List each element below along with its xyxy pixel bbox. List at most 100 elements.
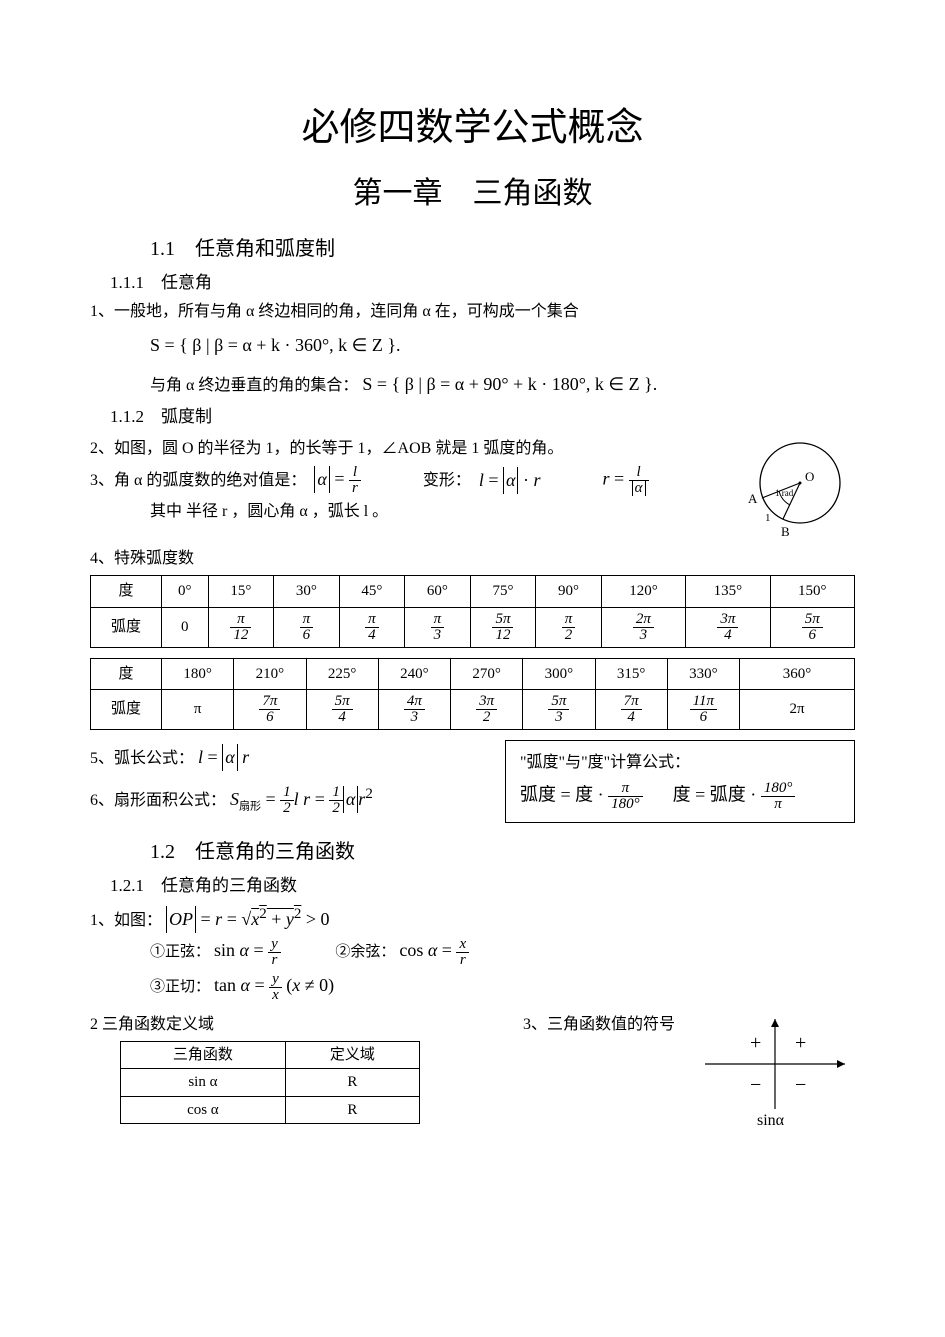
formula-set-1-math: S = { β | β = α + k · 360°, k ∈ Z }.	[150, 335, 400, 355]
tan-label: ③正切：	[150, 976, 210, 999]
t1-r1-d: 12	[230, 628, 251, 643]
domain-and-sign-row: 2 三角函数定义域 三角函数 定义域 sin α R cos α R 3、三角函…	[90, 1009, 855, 1129]
t2-r7: 11π6	[667, 690, 739, 730]
rad-to-deg: 度 = 弧度 · 180°π	[673, 781, 796, 812]
page: 必修四数学公式概念 第一章 三角函数 1.1 任意角和弧度制 1.1.1 任意角…	[0, 0, 945, 1189]
t2-r7-d: 6	[690, 710, 717, 725]
section-1-2-heading: 1.2 任意角的三角函数	[150, 837, 855, 867]
t2-d2: 225°	[306, 658, 378, 690]
t2-r2: 5π4	[306, 690, 378, 730]
t2-r1: 7π6	[234, 690, 306, 730]
t1-d3: 45°	[339, 576, 405, 608]
tan-math: tan α = yx (x ≠ 0)	[214, 975, 334, 995]
sin-math: sin α = yr	[214, 940, 285, 960]
table-row: cos α R	[121, 1096, 420, 1124]
circle-label-rad: 1 rad	[775, 488, 794, 498]
sign-block: 3、三角函数值的符号 + + − − sinα	[523, 1009, 855, 1129]
sign-q3: −	[750, 1074, 761, 1096]
sign-label: sinα	[757, 1112, 785, 1129]
domain-h2: 定义域	[285, 1041, 419, 1069]
t2-r6-n: 7π	[621, 694, 642, 710]
t2-d6: 315°	[595, 658, 667, 690]
l-eq: l = α · r	[479, 467, 541, 494]
radian-table-1: 度 0° 15° 30° 45° 60° 75° 90° 120° 135° 1…	[90, 575, 855, 648]
circle-label-one: 1	[765, 512, 771, 524]
t2-r2-n: 5π	[332, 694, 353, 710]
formula-set-2-math: S = { β | β = α + 90° + k · 180°, k ∈ Z …	[362, 374, 657, 394]
t1-r9: 5π6	[770, 607, 854, 647]
para-4-var: 变形：	[423, 469, 471, 493]
table-row: 弧度 π 7π6 5π4 4π3 3π2 5π3 7π4 11π6 2π	[91, 690, 855, 730]
t2-d5: 300°	[523, 658, 595, 690]
t2-r5: 5π3	[523, 690, 595, 730]
radian-circle-figure: O A B 1 1 rad	[735, 433, 855, 543]
t1-r6-n: π	[562, 612, 576, 628]
t2-r1-d: 6	[259, 710, 280, 725]
cos-label: ②余弦：	[335, 941, 395, 964]
op-def-pre: 1、如图：	[90, 912, 162, 929]
sector-area-math: S扇形 = 12l r = 12αr2	[230, 789, 373, 809]
r-eq: r = lα	[603, 465, 649, 496]
t2-r2-d: 4	[332, 710, 353, 725]
radian-circle-svg: O A B 1 1 rad	[735, 433, 855, 543]
t1-r4: π3	[405, 607, 471, 647]
para-3: 2、如图，圆 O 的半径为 1，的长等于 1，∠AOB 就是 1 弧度的角。	[90, 437, 715, 461]
para-1: 1、一般地，所有与角 α 终边相同的角，连同角 α 在，可构成一个集合	[90, 300, 855, 324]
op-definition: 1、如图： OP = r = √x2 + y2 > 0	[90, 903, 855, 933]
t1-r3-n: π	[365, 612, 379, 628]
para-5: 4、特殊弧度数	[90, 547, 855, 571]
t1-d7: 120°	[601, 576, 685, 608]
t2-r6-d: 4	[621, 710, 642, 725]
t1-r2-n: π	[300, 612, 314, 628]
sign-q4: −	[795, 1074, 806, 1096]
t2-r3-n: 4π	[404, 694, 425, 710]
t1-r8-n: 3π	[717, 612, 738, 628]
t2-r1-n: 7π	[259, 694, 280, 710]
domain-r1-f: cos α	[121, 1096, 286, 1124]
t1-r0-n: 0	[181, 619, 189, 635]
t2-r7-n: 11π	[690, 694, 717, 710]
t2-r0-n: π	[194, 701, 202, 717]
table-row: 度 180° 210° 225° 240° 270° 300° 315° 330…	[91, 658, 855, 690]
sign-heading: 3、三角函数值的符号	[523, 1013, 675, 1037]
t1-r6: π2	[536, 607, 602, 647]
domain-r0-f: sin α	[121, 1069, 286, 1097]
t1-r4-d: 3	[431, 628, 445, 643]
conversion-box: "弧度"与"度"计算公式： 弧度 = 度 · π180° 度 = 弧度 · 18…	[505, 740, 855, 823]
sin-label: ①正弦：	[150, 941, 210, 964]
para-4-tail: 其中 半径 r ，圆心角 α ，弧长 l 。	[150, 500, 715, 524]
table-row: 度 0° 15° 30° 45° 60° 75° 90° 120° 135° 1…	[91, 576, 855, 608]
para-1-text: 1、一般地，所有与角 α 终边相同的角，连同角 α 在，可构成一个集合	[90, 303, 579, 320]
radian-table-2: 度 180° 210° 225° 240° 270° 300° 315° 330…	[90, 658, 855, 731]
sector-area: 6、扇形面积公式： S扇形 = 12l r = 12αr2	[90, 783, 373, 816]
arc-length-pre: 5、弧长公式：	[90, 750, 194, 767]
t1-d8: 135°	[686, 576, 770, 608]
t2-r5-n: 5π	[548, 694, 569, 710]
chapter-title: 第一章 三角函数	[90, 171, 855, 216]
t2-d4: 270°	[451, 658, 523, 690]
t1-r5-d: 12	[492, 628, 513, 643]
t1-r5: 5π12	[470, 607, 536, 647]
domain-heading: 2 三角函数定义域	[90, 1013, 420, 1037]
domain-block: 2 三角函数定义域 三角函数 定义域 sin α R cos α R	[90, 1009, 420, 1125]
t1-r9-n: 5π	[802, 612, 823, 628]
domain-r1-d: R	[285, 1096, 419, 1124]
t1-d6: 90°	[536, 576, 602, 608]
t2-r8-n: 2π	[789, 701, 804, 717]
t1-r8: 3π4	[686, 607, 770, 647]
t2-r5-d: 3	[548, 710, 569, 725]
domain-h1: 三角函数	[121, 1041, 286, 1069]
domain-r0-d: R	[285, 1069, 419, 1097]
doc-title: 必修四数学公式概念	[90, 100, 855, 157]
table1-rad-label: 弧度	[91, 607, 162, 647]
subsection-1-1-2: 1.1.2 弧度制	[110, 404, 855, 430]
radian-def-row: 2、如图，圆 O 的半径为 1，的长等于 1，∠AOB 就是 1 弧度的角。 3…	[90, 433, 855, 543]
table1-deg-label: 度	[91, 576, 162, 608]
arc-and-box-row: 5、弧长公式： l = α r 6、扇形面积公式： S扇形 = 12l r = …	[90, 740, 855, 823]
t2-d3: 240°	[378, 658, 450, 690]
t2-r0: π	[162, 690, 234, 730]
t2-r3: 4π3	[378, 690, 450, 730]
arc-formulas: 5、弧长公式： l = α r 6、扇形面积公式： S扇形 = 12l r = …	[90, 740, 373, 820]
abs-alpha-eq: α = lr	[314, 465, 360, 496]
subsection-1-2-1: 1.2.1 任意角的三角函数	[110, 873, 855, 899]
